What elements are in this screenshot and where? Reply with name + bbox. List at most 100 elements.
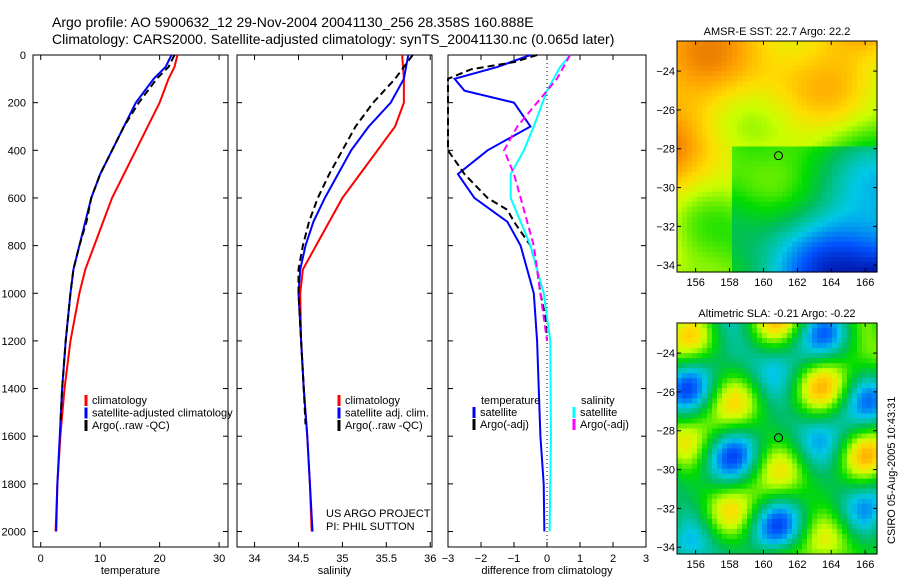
heatmap-cell	[707, 126, 713, 132]
heatmap-cell	[832, 216, 838, 223]
heatmap-cell	[857, 543, 863, 550]
heatmap-cell	[782, 463, 788, 470]
heatmap-cell	[707, 538, 713, 545]
heatmap-cell	[752, 71, 758, 77]
heatmap-cell	[827, 398, 833, 404]
heatmap-cell	[717, 76, 723, 82]
heatmap-cell	[752, 418, 758, 425]
heatmap-cell	[682, 71, 688, 77]
heatmap-cell	[697, 518, 703, 525]
x-tick-label: 2	[610, 553, 616, 565]
heatmap-cell	[822, 398, 828, 404]
heatmap-cell	[827, 478, 833, 485]
heatmap-cell	[807, 483, 813, 490]
heatmap-cell	[762, 161, 768, 168]
heatmap-cell	[722, 498, 728, 505]
heatmap-cell	[857, 328, 863, 334]
heatmap-cell	[847, 453, 853, 460]
x-axis-label: difference from climatology	[481, 565, 613, 577]
y-tick-label: −34	[656, 542, 675, 554]
heatmap-cell	[832, 251, 838, 258]
y-tick-label: 200	[8, 98, 26, 110]
heatmap-cell	[787, 458, 793, 465]
heatmap-cell	[787, 56, 793, 62]
heatmap-cell	[717, 413, 723, 420]
heatmap-cell	[807, 86, 813, 92]
heatmap-cell	[772, 146, 778, 153]
heatmap-cell	[832, 116, 838, 122]
heatmap-cell	[732, 433, 738, 440]
heatmap-cell	[742, 121, 748, 127]
heatmap-cell	[847, 413, 853, 420]
heatmap-cell	[857, 393, 863, 399]
heatmap-cell	[727, 508, 733, 515]
heatmap-cell	[852, 373, 858, 379]
heatmap-cell	[782, 256, 788, 263]
heatmap-cell	[742, 518, 748, 525]
heatmap-cell	[762, 116, 768, 122]
heatmap-cell	[692, 383, 698, 389]
heatmap-cell	[687, 393, 693, 399]
heatmap-cell	[702, 51, 708, 57]
heatmap-cell	[837, 96, 843, 102]
heatmap-cell	[722, 61, 728, 67]
heatmap-cell	[727, 241, 733, 248]
heatmap-cell	[857, 548, 863, 555]
heatmap-cell	[757, 211, 763, 218]
heatmap-cell	[767, 408, 773, 414]
heatmap-cell	[717, 523, 723, 530]
heatmap-cell	[802, 241, 808, 248]
heatmap-cell	[772, 101, 778, 107]
heatmap-cell	[737, 71, 743, 77]
heatmap-cell	[712, 131, 718, 138]
heatmap-cell	[682, 453, 688, 460]
heatmap-cell	[697, 126, 703, 132]
heatmap-cell	[697, 246, 703, 253]
heatmap-cell	[787, 61, 793, 67]
heatmap-cell	[867, 518, 873, 525]
heatmap-cell	[742, 343, 748, 349]
heatmap-cell	[847, 46, 853, 52]
heatmap-cell	[772, 76, 778, 82]
heatmap-cell	[762, 66, 768, 72]
heatmap-cell	[677, 483, 683, 490]
heatmap-cell	[777, 236, 783, 243]
heatmap-cell	[682, 328, 688, 334]
heatmap-cell	[787, 448, 793, 455]
heatmap-cell	[682, 86, 688, 92]
heatmap-cell	[727, 206, 733, 213]
heatmap-cell	[712, 206, 718, 213]
heatmap-cell	[767, 186, 773, 193]
heatmap-cell	[697, 533, 703, 540]
heatmap-cell	[787, 493, 793, 500]
heatmap-cell	[692, 528, 698, 535]
heatmap-cell	[867, 343, 873, 349]
heatmap-cell	[677, 236, 683, 243]
heatmap-cell	[802, 166, 808, 173]
heatmap-cell	[827, 498, 833, 505]
heatmap-cell	[702, 181, 708, 188]
heatmap-cell	[807, 408, 813, 414]
heatmap-cell	[747, 131, 753, 138]
heatmap-cell	[677, 323, 683, 329]
heatmap-cell	[677, 518, 683, 525]
heatmap-cell	[862, 533, 868, 540]
heatmap-cell	[802, 171, 808, 178]
heatmap-cell	[692, 483, 698, 490]
heatmap-cell	[862, 373, 868, 379]
heatmap-cell	[697, 338, 703, 344]
heatmap-cell	[752, 136, 758, 143]
heatmap-cell	[732, 251, 738, 258]
heatmap-cell	[812, 191, 818, 198]
heatmap-cell	[872, 206, 878, 213]
heatmap-cell	[717, 338, 723, 344]
heatmap-cell	[812, 523, 818, 530]
heatmap-cell	[737, 191, 743, 198]
heatmap-cell	[837, 111, 843, 117]
heatmap-cell	[837, 156, 843, 163]
heatmap-cell	[872, 453, 878, 460]
heatmap-cell	[862, 503, 868, 510]
heatmap-cell	[727, 378, 733, 384]
heatmap-cell	[702, 206, 708, 213]
